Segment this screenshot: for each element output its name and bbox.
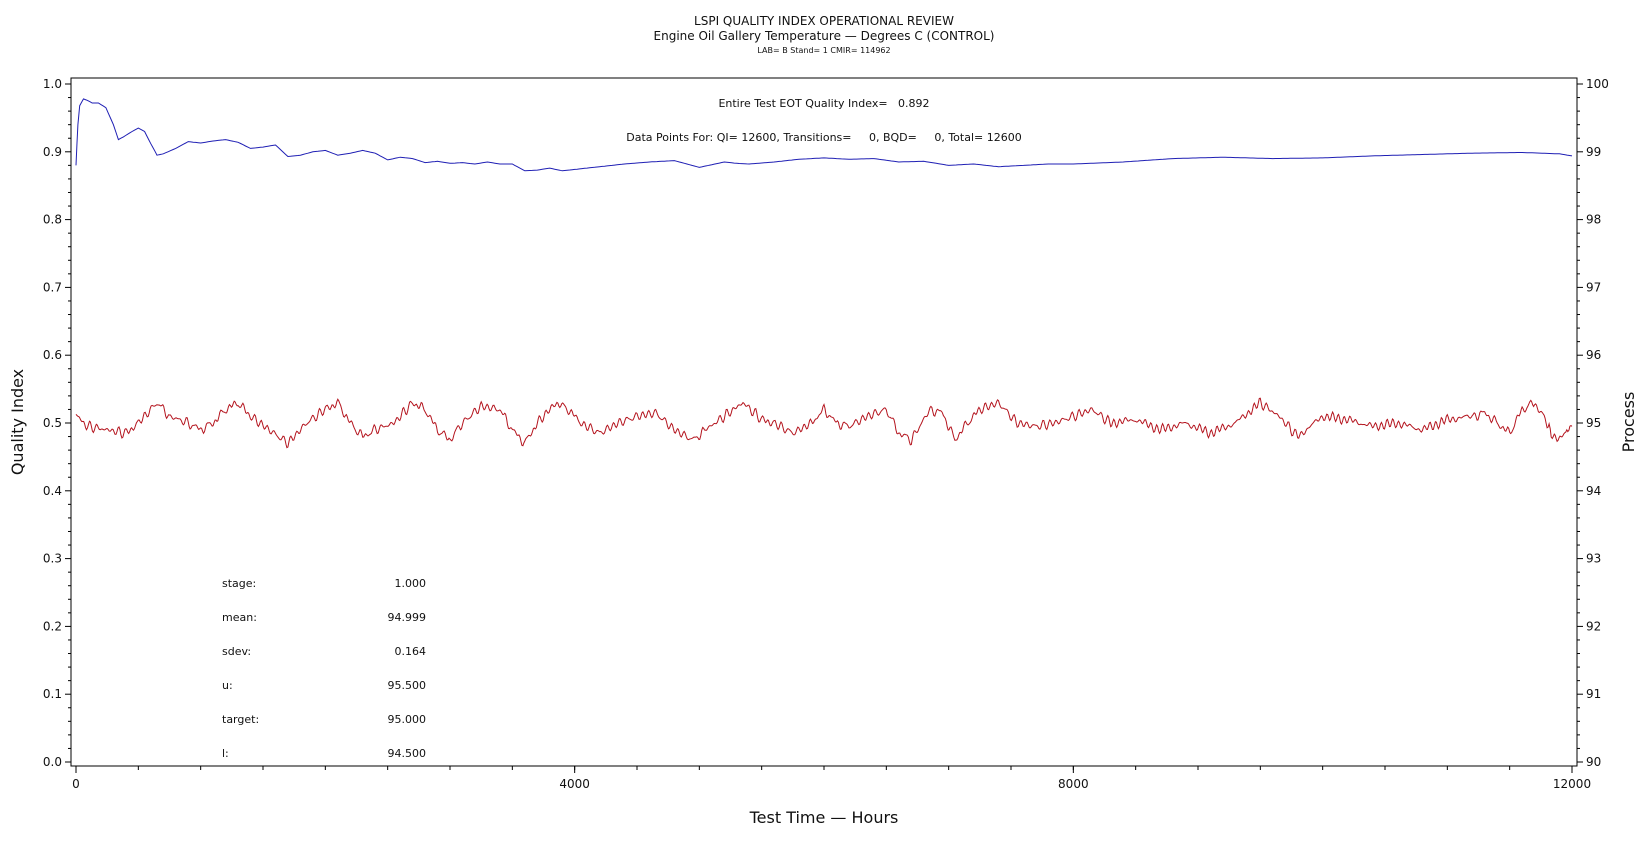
stats-table: stage: 1.000 mean: 94.999 sdev: 0.164 u: 95.500… bbox=[222, 577, 426, 760]
data-points-annotation: Data Points For: QI= 12600, Transitions=… bbox=[626, 131, 1021, 144]
stat-value: 95.500 bbox=[388, 679, 427, 692]
stat-value: 94.500 bbox=[388, 747, 427, 760]
y-left-tick-label: 0.4 bbox=[43, 484, 62, 498]
y-right-tick-label: 96 bbox=[1586, 348, 1601, 362]
stat-value: 1.000 bbox=[395, 577, 427, 590]
y-left-tick-label: 0.3 bbox=[43, 552, 62, 566]
x-tick-label: 8000 bbox=[1058, 777, 1089, 791]
y-right-tick-label: 94 bbox=[1586, 484, 1601, 498]
y-left-tick-label: 0.8 bbox=[43, 213, 62, 227]
stat-label: sdev: bbox=[222, 645, 251, 658]
y-right-tick-label: 92 bbox=[1586, 619, 1601, 633]
stat-value: 95.000 bbox=[388, 713, 427, 726]
x-tick-label: 4000 bbox=[559, 777, 590, 791]
y-left-tick-label: 0.5 bbox=[43, 416, 62, 430]
y-right-tick-label: 97 bbox=[1586, 280, 1601, 294]
stat-value: 94.999 bbox=[388, 611, 427, 624]
y-right-tick-label: 95 bbox=[1586, 416, 1601, 430]
y-axis-left-label: Quality Index bbox=[8, 369, 27, 475]
y-right-tick-label: 91 bbox=[1586, 687, 1601, 701]
stat-label: mean: bbox=[222, 611, 257, 624]
quality-index-series-line bbox=[75, 98, 1573, 172]
stat-label: l: bbox=[222, 747, 229, 760]
y-left-tick-label: 0.9 bbox=[43, 145, 62, 159]
chart-title: LSPI QUALITY INDEX OPERATIONAL REVIEW bbox=[694, 14, 954, 28]
y-right-tick-label: 100 bbox=[1586, 77, 1609, 91]
y-left-tick-label: 0.7 bbox=[43, 280, 62, 294]
chart-subtitle: Engine Oil Gallery Temperature — Degrees… bbox=[654, 29, 995, 43]
y-right-tick-label: 90 bbox=[1586, 755, 1601, 769]
y-left-tick-label: 0.1 bbox=[43, 687, 62, 701]
stat-label: target: bbox=[222, 713, 259, 726]
chart-subtitle-lab: LAB= B Stand= 1 CMIR= 114962 bbox=[757, 46, 890, 55]
y-left-tick-label: 1.0 bbox=[43, 77, 62, 91]
x-axis-label: Test Time — Hours bbox=[749, 808, 899, 827]
process-series-line bbox=[75, 397, 1573, 449]
y-right-tick-label: 98 bbox=[1586, 213, 1601, 227]
plot-frame bbox=[70, 77, 1578, 767]
y-left-tick-label: 0.6 bbox=[43, 348, 62, 362]
y-left-tick-label: 0.0 bbox=[43, 755, 62, 769]
series-lines bbox=[75, 98, 1573, 449]
x-tick-label: 12000 bbox=[1553, 777, 1591, 791]
quality-index-annotation: Entire Test EOT Quality Index= 0.892 bbox=[718, 97, 929, 110]
stat-value: 0.164 bbox=[395, 645, 427, 658]
x-tick-label: 0 bbox=[72, 777, 80, 791]
y-left-tick-label: 0.2 bbox=[43, 619, 62, 633]
stat-label: stage: bbox=[222, 577, 256, 590]
y-axis-right-label: Process bbox=[1619, 392, 1638, 453]
y-right-tick-label: 93 bbox=[1586, 552, 1601, 566]
axis-ticks: 0.0 0.1 0.2 0.3 0.4 0.5 0.6 0.7 0.8 0.9 1.0 90 91 92 9… bbox=[43, 77, 1609, 791]
stat-label: u: bbox=[222, 679, 233, 692]
y-right-tick-label: 99 bbox=[1586, 145, 1601, 159]
